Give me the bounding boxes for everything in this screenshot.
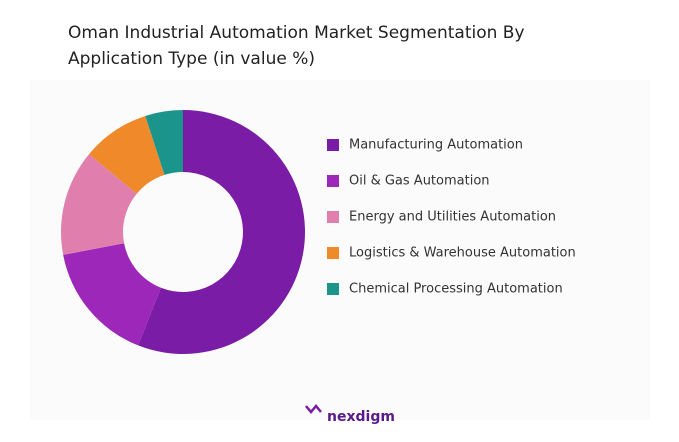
legend-swatch	[327, 247, 339, 259]
legend-swatch	[327, 175, 339, 187]
donut-slice	[145, 110, 183, 175]
legend-label: Oil & Gas Automation	[349, 174, 490, 189]
legend-label: Manufacturing Automation	[349, 138, 523, 153]
chart-title: Oman Industrial Automation Market Segmen…	[68, 23, 525, 69]
donut-slice	[63, 243, 161, 346]
legend-label: Chemical Processing Automation	[349, 282, 563, 297]
legend-swatch	[327, 139, 339, 151]
donut-slice	[88, 115, 165, 194]
donut-slice	[138, 110, 305, 354]
legend-swatch	[327, 211, 339, 223]
logo-icon	[305, 404, 322, 414]
legend-swatch	[327, 283, 339, 295]
logo-text: nexdigm	[327, 409, 395, 425]
legend-label: Logistics & Warehouse Automation	[349, 246, 576, 261]
donut-slice	[61, 154, 137, 255]
legend-label: Energy and Utilities Automation	[349, 210, 556, 225]
